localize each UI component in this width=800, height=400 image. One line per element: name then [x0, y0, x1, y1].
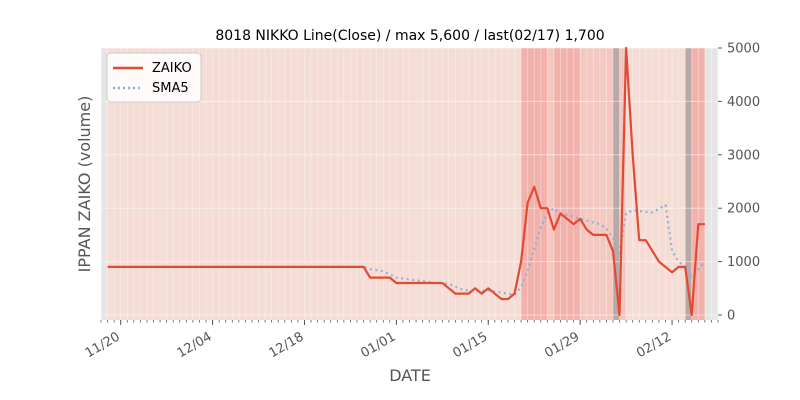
background-band-2	[547, 48, 554, 320]
x-tick-label: 12/04	[175, 329, 215, 361]
y-axis-label: IPPAN ZAIKO (volume)	[75, 96, 94, 273]
x-tick-label: 01/01	[358, 329, 398, 361]
background-band-4	[580, 48, 613, 320]
x-tick-label: 02/12	[634, 329, 674, 361]
y-tick-label: 1000	[727, 255, 760, 270]
x-tick-label: 12/18	[267, 329, 307, 361]
chart-title: 8018 NIKKO Line(Close) / max 5,600 / las…	[215, 28, 604, 44]
series-line-zaiko	[107, 46, 705, 317]
y-tick-label: 5000	[727, 42, 760, 57]
y-axis-ticks: 0 1000 2000 3000 4000 5000	[718, 42, 760, 324]
x-tick-label: 01/15	[450, 329, 490, 361]
legend-label-zaiko: ZAIKO	[152, 61, 192, 76]
x-tick-label: 11/20	[83, 329, 123, 361]
legend: ZAIKO SMA5	[106, 52, 202, 103]
background-band-9	[685, 48, 692, 320]
background-band-3	[553, 48, 581, 320]
y-tick-label: 0	[727, 309, 735, 324]
y-tick-label: 2000	[727, 202, 760, 217]
legend-box	[106, 52, 202, 103]
y-tick-label: 4000	[727, 95, 760, 110]
x-axis-ticks: 11/20 12/04 12/18 01/01 01/15 01/29 02/12	[83, 320, 719, 361]
x-axis-label: DATE	[389, 366, 431, 385]
background-band-5	[612, 48, 620, 320]
background-band-10	[691, 48, 705, 320]
series-lines	[107, 46, 706, 317]
background-band-7	[626, 48, 659, 320]
background-band-8	[658, 48, 686, 320]
legend-label-sma5: SMA5	[152, 81, 189, 96]
x-tick-label: 01/29	[542, 329, 582, 361]
y-tick-label: 3000	[727, 148, 760, 163]
grid-lines	[100, 47, 719, 320]
